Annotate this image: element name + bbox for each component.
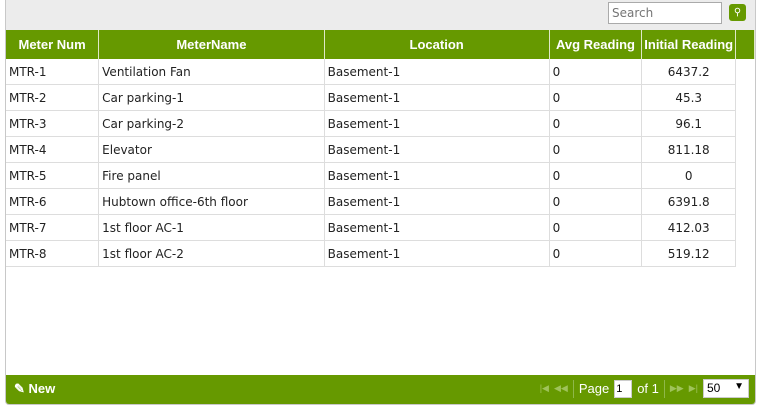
cell-avg-reading: 0 bbox=[549, 136, 643, 163]
search-button[interactable]: ⚲ bbox=[729, 4, 746, 21]
cell-meter-num: MTR-3 bbox=[6, 110, 100, 137]
page-input[interactable] bbox=[614, 379, 633, 398]
cell-meter-name: 1st floor AC-2 bbox=[98, 240, 325, 267]
cell-meter-num: MTR-6 bbox=[6, 188, 100, 215]
cell-meter-name: Fire panel bbox=[98, 162, 325, 189]
cell-initial-reading: 811.18 bbox=[641, 136, 737, 163]
cell-location: Basement-1 bbox=[324, 240, 550, 267]
cell-location: Basement-1 bbox=[324, 110, 550, 137]
table-row[interactable]: MTR-1 Ventilation Fan Basement-1 0 6437.2 bbox=[6, 59, 755, 85]
column-header-initial-reading[interactable]: Initial Reading bbox=[641, 30, 737, 59]
row-spacer bbox=[736, 111, 755, 137]
cell-avg-reading: 0 bbox=[549, 188, 643, 215]
cell-location: Basement-1 bbox=[324, 188, 550, 215]
pencil-icon: ✎ bbox=[14, 381, 25, 396]
first-page-icon[interactable]: |◀ bbox=[539, 383, 549, 393]
divider bbox=[663, 379, 665, 398]
column-header-meter-name[interactable]: MeterName bbox=[98, 30, 325, 59]
column-header-meter-num[interactable]: Meter Num bbox=[6, 30, 100, 59]
cell-meter-num: MTR-7 bbox=[6, 214, 100, 241]
page-count: of 1 bbox=[637, 381, 659, 396]
page-size-select[interactable]: 50 ▼ bbox=[703, 379, 749, 398]
meter-grid: ⚲ Meter Num MeterName Location Avg Readi… bbox=[5, 0, 756, 405]
row-spacer bbox=[736, 163, 755, 189]
new-label: New bbox=[28, 381, 56, 396]
cell-avg-reading: 0 bbox=[549, 214, 643, 241]
grid-footer: ✎ New |◀ ◀◀ Page of 1 ▶▶ ▶| 50 ▼ bbox=[6, 375, 755, 404]
dropdown-arrow-icon: ▼ bbox=[734, 381, 744, 392]
cell-initial-reading: 6391.8 bbox=[641, 188, 737, 215]
cell-avg-reading: 0 bbox=[549, 240, 643, 267]
cell-meter-num: MTR-1 bbox=[6, 59, 100, 85]
row-spacer bbox=[736, 215, 755, 241]
cell-meter-name: 1st floor AC-1 bbox=[98, 214, 325, 241]
cell-meter-name: Car parking-2 bbox=[98, 110, 325, 137]
cell-initial-reading: 96.1 bbox=[641, 110, 737, 137]
row-spacer bbox=[736, 59, 755, 85]
cell-meter-name: Ventilation Fan bbox=[98, 59, 325, 85]
search-input[interactable] bbox=[608, 2, 722, 24]
table-row[interactable]: MTR-7 1st floor AC-1 Basement-1 0 412.03 bbox=[6, 214, 755, 241]
cell-location: Basement-1 bbox=[324, 59, 550, 85]
row-spacer bbox=[736, 137, 755, 163]
new-button[interactable]: ✎ New bbox=[14, 381, 55, 397]
divider bbox=[572, 379, 574, 398]
cell-initial-reading: 6437.2 bbox=[641, 59, 737, 85]
table-row[interactable]: MTR-8 1st floor AC-2 Basement-1 0 519.12 bbox=[6, 240, 755, 267]
page-label: Page bbox=[578, 381, 610, 396]
table-row[interactable]: MTR-4 Elevator Basement-1 0 811.18 bbox=[6, 136, 755, 163]
page-size-value: 50 bbox=[707, 381, 721, 395]
cell-meter-name: Hubtown office-6th floor bbox=[98, 188, 325, 215]
table-row[interactable]: MTR-3 Car parking-2 Basement-1 0 96.1 bbox=[6, 110, 755, 137]
cell-meter-num: MTR-5 bbox=[6, 162, 100, 189]
header-row: Meter Num MeterName Location Avg Reading… bbox=[6, 30, 755, 59]
cell-initial-reading: 0 bbox=[641, 162, 737, 189]
cell-avg-reading: 0 bbox=[549, 162, 643, 189]
cell-location: Basement-1 bbox=[324, 214, 550, 241]
cell-meter-num: MTR-2 bbox=[6, 84, 100, 111]
cell-avg-reading: 0 bbox=[549, 84, 643, 111]
row-spacer bbox=[736, 85, 755, 111]
cell-location: Basement-1 bbox=[324, 162, 550, 189]
cell-initial-reading: 519.12 bbox=[641, 240, 737, 267]
column-header-avg-reading[interactable]: Avg Reading bbox=[549, 30, 643, 59]
cell-meter-name: Elevator bbox=[98, 136, 325, 163]
cell-avg-reading: 0 bbox=[549, 59, 643, 85]
cell-initial-reading: 45.3 bbox=[641, 84, 737, 111]
cell-meter-num: MTR-8 bbox=[6, 240, 100, 267]
prev-page-icon[interactable]: ◀◀ bbox=[553, 383, 568, 393]
cell-location: Basement-1 bbox=[324, 136, 550, 163]
cell-meter-name: Car parking-1 bbox=[98, 84, 325, 111]
cell-location: Basement-1 bbox=[324, 84, 550, 111]
table-row[interactable]: MTR-6 Hubtown office-6th floor Basement-1 0… bbox=[6, 188, 755, 215]
column-header-location[interactable]: Location bbox=[324, 30, 550, 59]
next-page-icon[interactable]: ▶▶ bbox=[669, 383, 684, 393]
cell-meter-num: MTR-4 bbox=[6, 136, 100, 163]
last-page-icon[interactable]: ▶| bbox=[688, 383, 698, 393]
cell-initial-reading: 412.03 bbox=[641, 214, 737, 241]
row-spacer bbox=[736, 241, 755, 267]
scrollbar-header bbox=[735, 30, 755, 59]
table-row[interactable]: MTR-5 Fire panel Basement-1 0 0 bbox=[6, 162, 755, 189]
search-icon: ⚲ bbox=[733, 7, 742, 18]
table-row[interactable]: MTR-2 Car parking-1 Basement-1 0 45.3 bbox=[6, 84, 755, 111]
cell-avg-reading: 0 bbox=[549, 110, 643, 137]
row-spacer bbox=[736, 189, 755, 215]
meter-table: Meter Num MeterName Location Avg Reading… bbox=[6, 30, 755, 267]
grid-toolbar: ⚲ bbox=[6, 0, 755, 30]
pager: |◀ ◀◀ Page of 1 ▶▶ ▶| 50 ▼ bbox=[540, 379, 749, 398]
